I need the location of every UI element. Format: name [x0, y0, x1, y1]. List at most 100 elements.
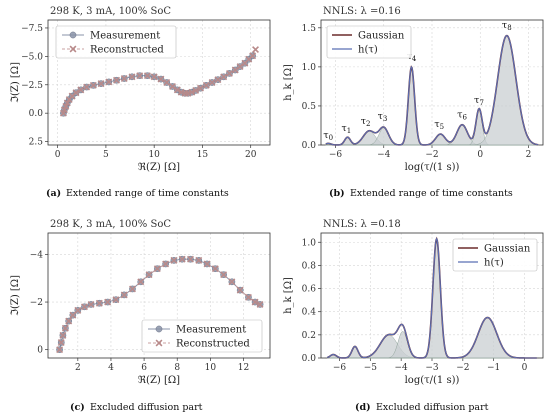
- peak-label-symbol: τ: [434, 119, 439, 130]
- plot-frame: [47, 232, 271, 359]
- plot-frame: [47, 19, 271, 146]
- chart-title: NNLS: λ =0.16: [323, 6, 401, 17]
- data-point-reconstructed: [256, 300, 264, 308]
- panel-b-drt-extended: −6 −4 −2 0 2 0.0 0.5 1.0 1.5 NNLS: λ =0.16 log(τ/(…: [283, 6, 544, 173]
- data-point-reconstructed: [120, 75, 128, 82]
- data-point-reconstructed: [155, 339, 163, 347]
- data-point-reconstructed: [208, 79, 216, 86]
- y-tick-label: −2.5: [21, 81, 43, 91]
- x-tick-label: 8: [174, 363, 180, 373]
- data-point-reconstructed: [236, 286, 244, 294]
- series-line-h-tau: [325, 35, 539, 146]
- data-point-reconstructed: [69, 45, 77, 53]
- x-tick-label: 0: [55, 150, 61, 160]
- peak-label-symbol: τ: [457, 110, 462, 121]
- caption-d: (d) Excluded diffusion part: [355, 402, 489, 413]
- data-point-reconstructed: [251, 298, 259, 306]
- x-tick-label: −4: [395, 363, 409, 373]
- legend-label-reconstructed: Reconstructed: [90, 45, 164, 56]
- legend-label-measurement: Measurement: [90, 31, 160, 42]
- legend-label-h-tau: h(τ): [484, 258, 504, 269]
- x-tick-label: −3: [425, 363, 439, 373]
- peak-label-subscript: 6: [463, 114, 468, 122]
- y-tick-label: 0.5: [302, 102, 317, 112]
- caption-c-text: Excluded diffusion part: [90, 402, 203, 413]
- y-tick-label: 1.0: [302, 63, 317, 73]
- data-point-reconstructed: [252, 46, 259, 54]
- peak-label-tau1: τ1: [341, 123, 351, 135]
- data-point-reconstructed: [112, 296, 120, 304]
- panel-c-nyquist-excluded: 2 4 6 8 10 12 −4 −2 0 298 K, 3 mA, 100% SoC ℜ(Z) […: [10, 219, 271, 386]
- data-point-reconstructed: [74, 306, 82, 314]
- caption-c: (c) Excluded diffusion part: [70, 402, 203, 413]
- data-point-reconstructed: [192, 86, 200, 94]
- data-point-reconstructed: [187, 255, 194, 263]
- peak-label-tau2: τ2: [361, 116, 371, 128]
- caption-a-letter: (a): [46, 188, 61, 199]
- data-point-reconstructed: [145, 271, 153, 279]
- series-line-h-tau: [326, 237, 537, 359]
- y-axis-label: h_k [Ω]: [283, 64, 294, 101]
- peak-label-tau0: τ0: [323, 130, 333, 142]
- data-point-reconstructed: [80, 303, 88, 311]
- y-tick-label: 1.0: [302, 238, 317, 248]
- peak-label-subscript: 5: [440, 123, 444, 131]
- y-tick-label: 0.8: [302, 261, 317, 271]
- x-axis-label: ℜ(Z) [Ω]: [138, 162, 180, 173]
- peak-label-symbol: τ: [341, 123, 346, 134]
- data-point-reconstructed: [65, 317, 73, 325]
- data-point-reconstructed: [77, 86, 85, 94]
- data-point-reconstructed: [113, 76, 120, 84]
- x-tick-label: 0: [477, 150, 483, 160]
- peak-label-subscript: 1: [347, 127, 351, 135]
- data-point-reconstructed: [197, 84, 204, 92]
- data-point-reconstructed: [202, 81, 210, 89]
- legend-label-reconstructed: Reconstructed: [176, 339, 250, 350]
- x-tick-label: 2: [526, 150, 532, 160]
- panel-a-nyquist-extended: 0 5 10 15 20 −7.5 −5.0 −2.5 0.0 2.5 298 K, 3 mA, 1…: [10, 6, 271, 173]
- legend-box: [141, 319, 263, 353]
- data-point-reconstructed: [169, 83, 176, 90]
- x-axis-label: log(τ/(1 s)): [405, 162, 460, 173]
- x-tick-label: 15: [197, 150, 209, 160]
- x-tick-label: −2: [456, 363, 469, 373]
- data-point-reconstructed: [231, 66, 239, 74]
- peak-label-symbol: τ: [378, 111, 383, 122]
- data-point-reconstructed: [236, 63, 244, 71]
- data-point-reconstructed: [136, 72, 144, 80]
- x-tick-label: 12: [238, 363, 249, 373]
- caption-b-text: Extended range of time constants: [350, 188, 513, 199]
- data-point-reconstructed: [120, 291, 128, 299]
- x-axis-label: ℜ(Z) [Ω]: [138, 375, 180, 386]
- data-point-reconstructed: [143, 72, 151, 80]
- data-point-measurement: [69, 31, 77, 39]
- legend-label-h-tau: h(τ): [358, 45, 378, 56]
- data-point-reconstructed: [129, 285, 136, 293]
- data-point-reconstructed: [178, 255, 186, 263]
- peak-label-tau3: τ3: [378, 111, 388, 123]
- data-point-reconstructed: [173, 86, 181, 94]
- x-tick-label: 0: [522, 363, 528, 373]
- y-tick-label: 0.0: [302, 141, 317, 151]
- legend-label-measurement: Measurement: [176, 325, 246, 336]
- data-point-reconstructed: [57, 339, 65, 346]
- data-point-reconstructed: [95, 299, 103, 307]
- legend-label-gaussian: Gaussian: [358, 31, 405, 42]
- data-point-reconstructed: [170, 256, 178, 264]
- x-tick-label: −5: [364, 363, 378, 373]
- peak-label-symbol: τ: [502, 20, 507, 31]
- data-point-reconstructed: [220, 271, 228, 279]
- data-point-reconstructed: [220, 73, 228, 81]
- y-tick-label: −7.5: [21, 24, 43, 34]
- caption-b: (b) Extended range of time constants: [329, 188, 513, 199]
- peak-label-tau5: τ5: [434, 119, 444, 131]
- peak-label-tau7: τ7: [474, 95, 484, 107]
- x-tick-label: −6: [333, 363, 347, 373]
- data-point-reconstructed: [137, 278, 145, 286]
- legend-box: [452, 238, 538, 272]
- legend-box: [55, 25, 177, 59]
- x-tick-label: −4: [377, 150, 391, 160]
- y-axis-label: ℑ(Z) [Ω]: [10, 62, 21, 103]
- data-point-reconstructed: [105, 78, 113, 86]
